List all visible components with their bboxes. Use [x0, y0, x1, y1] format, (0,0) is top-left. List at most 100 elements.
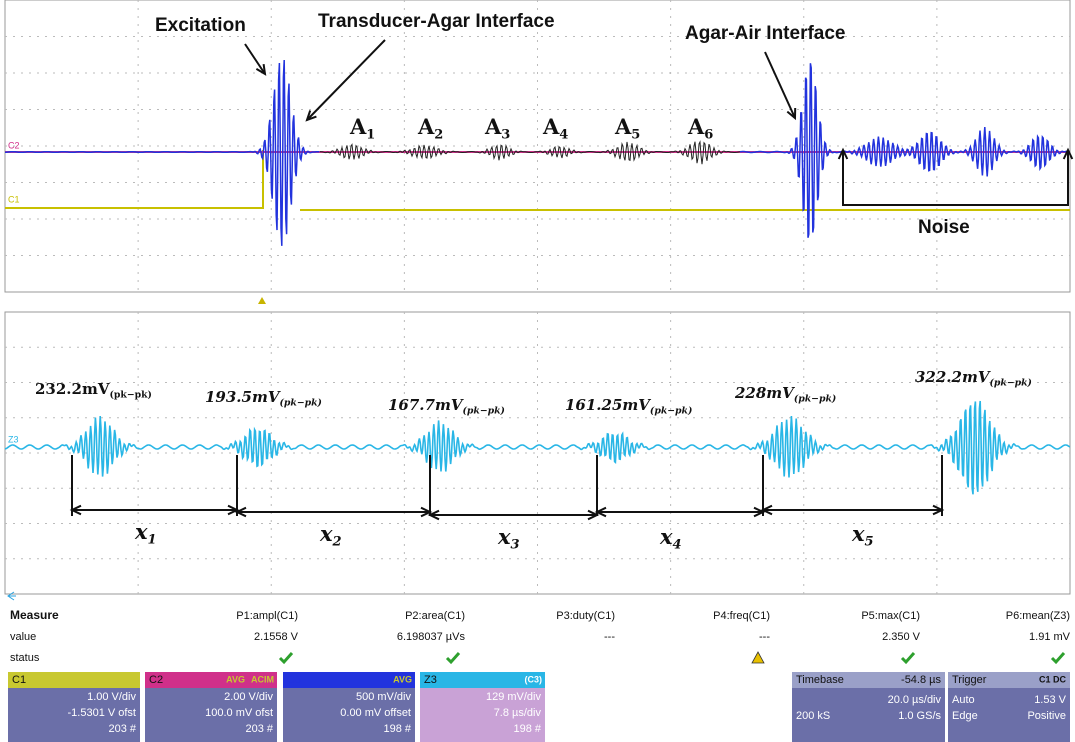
annotation-arrow: [244, 43, 266, 75]
channel-tag: ACIM: [114, 674, 137, 684]
channel-header: [420, 672, 545, 688]
arrow-head: [837, 147, 849, 160]
echo-label: A1: [349, 114, 375, 142]
trigger-kind: Edge: [952, 710, 978, 722]
distance-label: x1: [134, 519, 157, 547]
trigger-header: [948, 672, 1070, 688]
annotation-arrow: [306, 39, 386, 121]
row-label: value: [10, 631, 36, 643]
annotation: Noise: [918, 217, 970, 238]
channel-setting: 2.00 V/div: [224, 691, 273, 703]
channel-setting: 1.00 V/div: [87, 691, 136, 703]
trigger-marker: [258, 297, 266, 304]
echo-trace: [319, 140, 741, 165]
echo-label-base: A: [484, 114, 502, 139]
channel-name: C2: [149, 674, 163, 686]
param-name: P6:mean(Z3): [1006, 610, 1070, 622]
param-name: P1:ampl(C1): [236, 610, 298, 622]
trigger-title: Trigger: [952, 674, 987, 686]
amplitude-label: 193.5mV(pk−pk): [205, 388, 322, 408]
param-name: P2:area(C1): [405, 610, 465, 622]
amplitude-label: 167.7mV(pk−pk): [388, 396, 505, 416]
param-value: 1.91 mV: [1029, 631, 1071, 643]
channel-name: C3: [287, 674, 301, 686]
channel-label: C1: [8, 194, 20, 204]
status-warning: [751, 651, 765, 664]
timebase-header: [792, 672, 945, 688]
echo-label-sub: 4: [559, 127, 568, 142]
param-value: 6.198037 µVs: [397, 631, 466, 643]
echo-label-sub: 6: [704, 127, 713, 142]
channel-header: [145, 672, 277, 688]
echo-label: A6: [687, 114, 713, 142]
echo-label: A4: [542, 114, 568, 142]
echo-label: A5: [614, 114, 640, 142]
echo-label: A3: [484, 114, 510, 142]
distance-label: x5: [851, 521, 874, 549]
echo-label-base: A: [417, 114, 435, 139]
distance-label-base: x: [851, 521, 865, 546]
channel-tag: ACIM: [251, 674, 274, 684]
row-label: status: [10, 652, 40, 664]
channel-tag: AVG: [89, 674, 108, 684]
channel-setting: 100.0 mV ofst: [205, 707, 273, 719]
arrow-head: [255, 63, 267, 76]
status-check: [278, 652, 294, 665]
channel-header: [8, 672, 140, 688]
amplitude-label: 232.2mV(pk−pk): [35, 380, 152, 400]
param-name: P3:duty(C1): [556, 610, 615, 622]
timebase-title: Timebase: [796, 674, 844, 686]
channel-name: Z3: [424, 674, 437, 686]
distance-label-base: x: [134, 519, 148, 544]
channel-header: [283, 672, 415, 688]
channel-tag: AVG: [226, 674, 245, 684]
echo-label-sub: 2: [434, 127, 443, 142]
status-check: [900, 652, 916, 665]
trigger-level: 1.53 V: [1034, 694, 1066, 706]
amplitude-label-sub: (pk−pk): [650, 405, 692, 416]
distance-label-sub: 3: [511, 537, 520, 552]
channel-setting: 203 #: [108, 723, 136, 735]
channel-setting: 7.8 µs/div: [494, 707, 542, 719]
distance-label-base: x: [659, 524, 673, 549]
amplitude-label-sub: (pk−pk): [279, 397, 321, 408]
amplitude-label: 322.2mV(pk−pk): [915, 368, 1032, 388]
status-check: [1050, 652, 1066, 665]
channel-setting: 198 #: [513, 723, 541, 735]
channel-setting: 0.00 mV offset: [340, 707, 411, 719]
amplitude-label-sub: (pk−pk): [109, 389, 151, 400]
distance-label: x4: [659, 524, 682, 552]
amplitude-label: 228mV(pk−pk): [734, 384, 836, 404]
channel-setting: 129 mV/div: [486, 691, 542, 703]
amplitude-label: 161.25mV(pk−pk): [565, 396, 692, 416]
echo-label-base: A: [349, 114, 367, 139]
timebase-div: 20.0 µs/div: [888, 694, 942, 706]
distance-label-sub: 4: [673, 537, 682, 552]
echo-label-base: A: [687, 114, 705, 139]
amplitude-label-base: 322.2mV: [915, 368, 991, 386]
channel-tag: AVG: [393, 674, 412, 684]
channel-setting: -1.5301 V ofst: [68, 707, 137, 719]
echo-label-base: A: [542, 114, 560, 139]
param-value: 2.350 V: [882, 631, 921, 643]
channel-tag: (C3): [525, 674, 543, 684]
param-name: P5:max(C1): [861, 610, 920, 622]
noise-bracket: [842, 158, 1069, 206]
annotation: Agar-Air Interface: [685, 23, 846, 44]
distance-label-sub: 2: [332, 534, 342, 549]
distance-label-sub: 1: [148, 532, 157, 547]
status-check: [445, 652, 461, 665]
z3-trace: [4, 400, 1071, 495]
annotation-arrow: [764, 51, 796, 119]
distance-label-base: x: [497, 524, 511, 549]
distance-label: x3: [497, 524, 520, 552]
channel-label: Z3: [8, 434, 19, 444]
param-name: P4:freq(C1): [713, 610, 770, 622]
distance-label-base: x: [319, 521, 333, 546]
channel-name: C1: [12, 674, 26, 686]
amplitude-label-base: 161.25mV: [565, 396, 651, 414]
amplitude-label-sub: (pk−pk): [989, 377, 1031, 388]
timebase-rate: 1.0 GS/s: [898, 710, 941, 722]
echo-label: A2: [417, 114, 443, 142]
